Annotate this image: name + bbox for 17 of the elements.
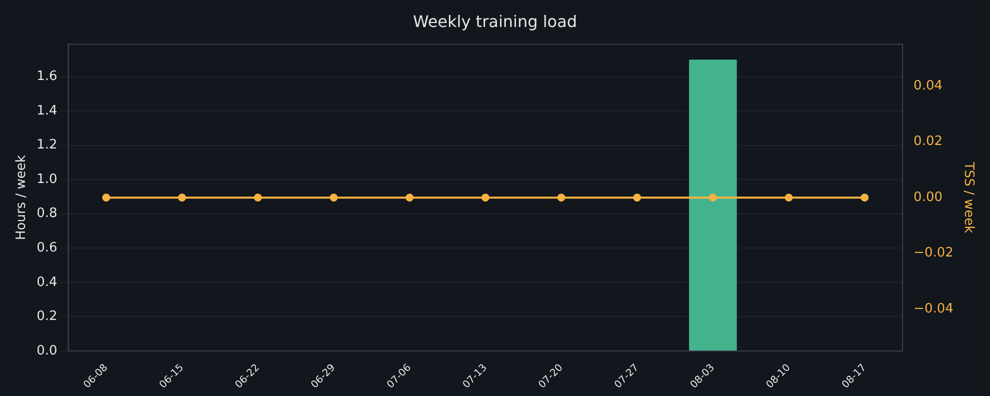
y2-tick-label: 0.04: [914, 78, 943, 94]
y2-tick-label: −0.04: [914, 302, 954, 317]
y-tick-label: 0.4: [36, 274, 58, 290]
y2-tick-label: 0.02: [914, 134, 943, 150]
y2-tick-label: 0.00: [914, 190, 943, 205]
y-axis-title: Hours / week: [14, 154, 30, 240]
y-tick-label: 1.4: [36, 103, 58, 118]
y-tick-label: 0.0: [36, 343, 58, 358]
y-tick-label: 0.2: [36, 309, 58, 324]
y2-axis-title: TSS / week: [960, 160, 976, 234]
chart-title: Weekly training load: [412, 12, 578, 31]
y-tick-label: 0.8: [36, 206, 58, 222]
y-tick-label: 1.0: [36, 172, 58, 187]
y2-tick-label: −0.02: [914, 246, 954, 261]
y-tick-label: 0.6: [36, 240, 58, 256]
y-tick-label: 1.6: [36, 69, 58, 84]
y-tick-label: 1.2: [36, 138, 58, 153]
